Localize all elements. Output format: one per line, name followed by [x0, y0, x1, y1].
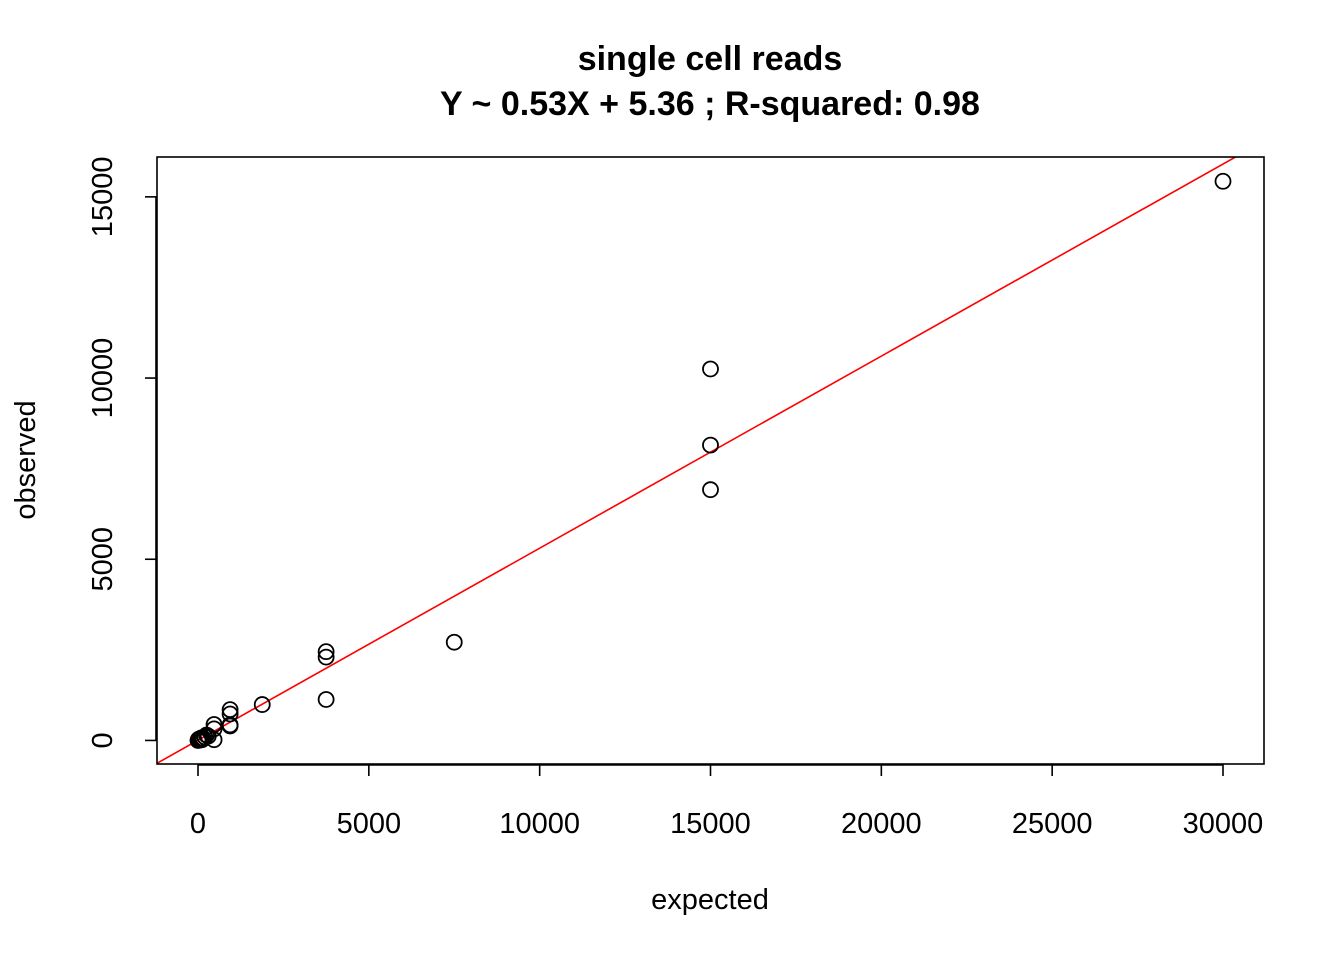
data-point	[1214, 172, 1232, 190]
y-axis: 0 5000 10000 15000	[87, 157, 157, 749]
data-point	[221, 701, 239, 719]
data-point	[317, 643, 335, 661]
x-axis: 0 5000 10000 15000 20000 25000 30000	[190, 764, 1263, 840]
data-point	[317, 648, 335, 666]
data-point	[253, 696, 271, 713]
data-point	[702, 360, 719, 378]
y-tick-label: 15000	[87, 157, 119, 238]
data-point	[702, 436, 719, 454]
x-tick-label: 25000	[1012, 808, 1093, 840]
y-tick-label: 10000	[87, 338, 119, 419]
data-point	[205, 720, 223, 738]
data-point	[221, 717, 239, 735]
plot-frame	[156, 156, 1265, 765]
x-tick-label: 15000	[670, 808, 751, 840]
x-axis-label: expected	[651, 884, 769, 916]
data-points	[189, 172, 1232, 749]
y-tick-label: 0	[87, 732, 119, 748]
data-point	[221, 705, 239, 723]
chart-subtitle: Y ~ 0.53X + 5.36 ; R-squared: 0.98	[440, 85, 980, 123]
x-tick-label: 0	[190, 808, 206, 840]
x-tick-label: 5000	[337, 808, 402, 840]
data-point	[445, 633, 463, 651]
data-point	[317, 691, 335, 708]
chart-title: single cell reads	[578, 40, 843, 78]
x-tick-label: 30000	[1183, 808, 1264, 840]
y-tick-label: 5000	[87, 527, 119, 592]
data-point	[702, 481, 719, 499]
x-tick-label: 20000	[841, 808, 922, 840]
data-point	[205, 731, 223, 749]
x-tick-label: 10000	[499, 808, 580, 840]
y-axis-label: observed	[10, 400, 42, 519]
